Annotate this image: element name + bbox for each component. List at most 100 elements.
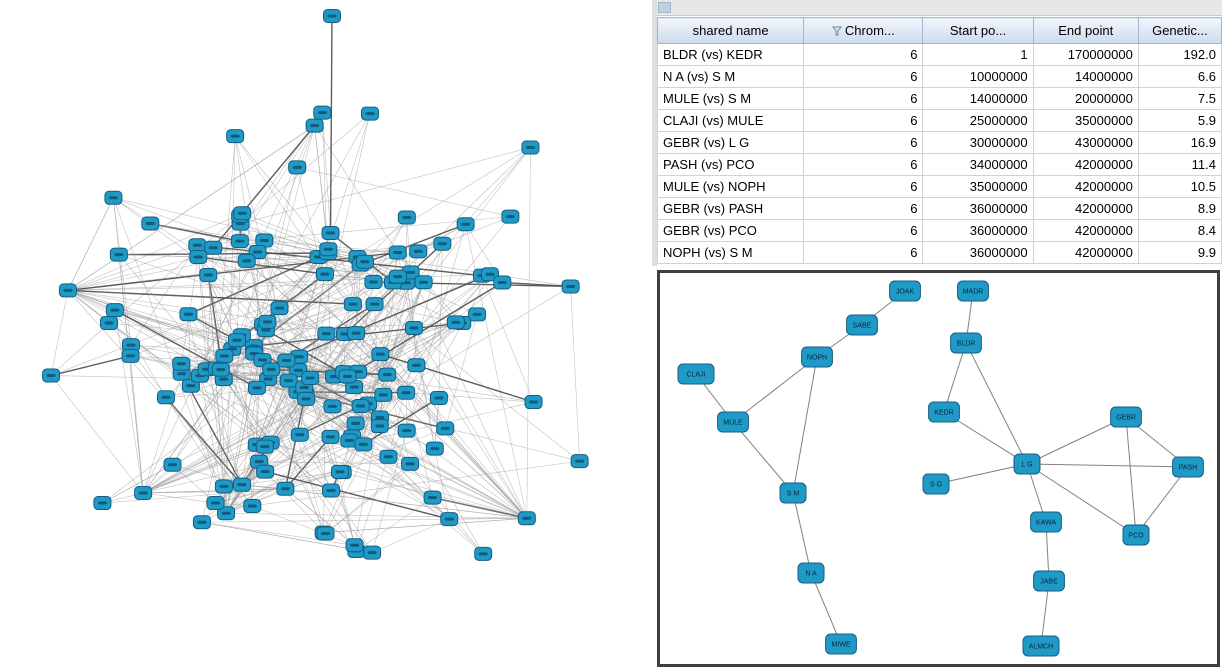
network-node[interactable] [388,245,407,260]
network-node[interactable] [58,283,77,298]
network-edge[interactable] [264,113,371,447]
network-edge[interactable] [264,470,450,520]
network-edge[interactable] [67,290,225,357]
network-edge[interactable] [114,310,144,494]
network-edge[interactable] [406,282,415,328]
network-node[interactable] [290,427,309,442]
network-node[interactable] [316,526,335,541]
network-node[interactable] [313,105,332,120]
cell-value[interactable]: 1 [922,43,1034,66]
cell-value[interactable]: 10000000 [922,65,1034,88]
network-edge[interactable] [374,304,381,427]
network-node[interactable] [109,247,128,262]
cell-value[interactable]: 42000000 [1032,219,1139,242]
network-node[interactable] [378,367,397,382]
cell-value[interactable]: 14000000 [922,87,1034,110]
network-node[interactable] [277,353,296,368]
network-edge[interactable] [212,125,316,249]
network-edge[interactable] [356,497,433,552]
network-node[interactable] [258,314,277,329]
network-node[interactable] [360,106,379,121]
network-node[interactable] [247,380,266,395]
network-edge[interactable] [347,281,503,377]
cell-shared-name[interactable]: MULE (vs) S M [656,87,805,110]
network-node[interactable] [217,506,236,521]
network-edge[interactable] [265,329,332,491]
network-node[interactable] [233,206,252,221]
network-edge[interactable] [165,387,305,398]
network-edge[interactable] [481,275,534,403]
cell-value[interactable]: 11.4 [1137,153,1222,176]
network-edge[interactable] [1135,466,1189,536]
cell-value[interactable]: 6 [803,241,924,264]
network-node[interactable] [42,368,61,383]
network-node[interactable] [319,242,338,257]
network-node[interactable] [322,483,341,498]
network-node[interactable] [256,464,275,479]
network-node[interactable] [141,216,160,231]
table-row[interactable]: N A (vs) S M 6 10000000 14000000 6.6 [656,65,1222,88]
network-edge[interactable] [299,434,450,520]
network-edge[interactable] [349,440,484,555]
cell-shared-name[interactable]: BLDR (vs) KEDR [656,43,805,66]
network-node[interactable] [121,348,140,363]
network-node[interactable] [493,275,512,290]
network-edge[interactable] [444,314,478,429]
network-node[interactable]: S M [779,482,807,504]
network-edge[interactable] [284,436,332,490]
table-row[interactable]: BLDR (vs) KEDR 6 1 170000000 192.0 [656,43,1222,66]
cell-value[interactable]: 5.9 [1137,109,1222,132]
network-edge[interactable] [296,167,319,258]
cell-value[interactable]: 35000000 [922,175,1034,198]
network-edge[interactable] [344,371,534,403]
network-node[interactable] [189,249,208,264]
network-node[interactable] [347,326,366,341]
network-node[interactable] [156,390,175,405]
cell-value[interactable]: 6 [803,109,924,132]
network-edge[interactable] [114,309,167,398]
network-edge[interactable] [357,147,531,372]
network-edge[interactable] [118,254,199,258]
network-edge[interactable] [224,355,357,552]
network-node[interactable]: PCO [1122,524,1150,546]
network-node[interactable] [365,297,384,312]
network-edge[interactable] [1040,580,1050,647]
network-edge[interactable] [502,281,571,288]
network-edge[interactable] [142,373,182,494]
network-edge[interactable] [239,215,264,325]
network-node[interactable] [351,398,370,413]
network-node[interactable] [199,267,218,282]
cell-value[interactable]: 6.6 [1137,65,1222,88]
network-edge[interactable] [367,403,528,519]
network-edge[interactable] [265,264,361,331]
network-node[interactable] [105,303,124,318]
network-edge[interactable] [318,256,580,462]
network-edge[interactable] [197,256,326,534]
network-edge[interactable] [113,197,329,250]
network-edge[interactable] [225,136,236,514]
network-node[interactable] [409,244,428,259]
network-edge[interactable] [67,125,315,291]
network-node[interactable]: JOAK [889,280,921,302]
network-node[interactable] [364,275,383,290]
network-edge[interactable] [190,385,527,519]
filter-funnel-icon[interactable] [831,24,843,39]
cell-value[interactable]: 6 [803,87,924,110]
network-node[interactable]: ALMCH [1022,635,1060,657]
network-node[interactable] [468,307,487,322]
network-node[interactable] [407,358,426,373]
table-row[interactable]: MULE (vs) S M 6 14000000 20000000 7.5 [656,87,1222,110]
table-row[interactable]: GEBR (vs) PCO 6 36000000 42000000 8.4 [656,219,1222,242]
network-node[interactable] [206,496,225,511]
network-node[interactable]: N A [797,562,825,584]
column-header-4[interactable]: Genetic... [1137,17,1222,44]
cell-value[interactable]: 36000000 [922,197,1034,220]
cell-value[interactable]: 42000000 [1032,241,1139,264]
network-node[interactable] [179,307,198,322]
network-node[interactable]: PASH [1172,456,1204,478]
network-node[interactable] [433,236,452,251]
cell-shared-name[interactable]: GEBR (vs) PASH [656,197,805,220]
network-edge[interactable] [220,261,366,370]
cell-value[interactable]: 43000000 [1032,131,1139,154]
network-edge[interactable] [416,322,463,366]
